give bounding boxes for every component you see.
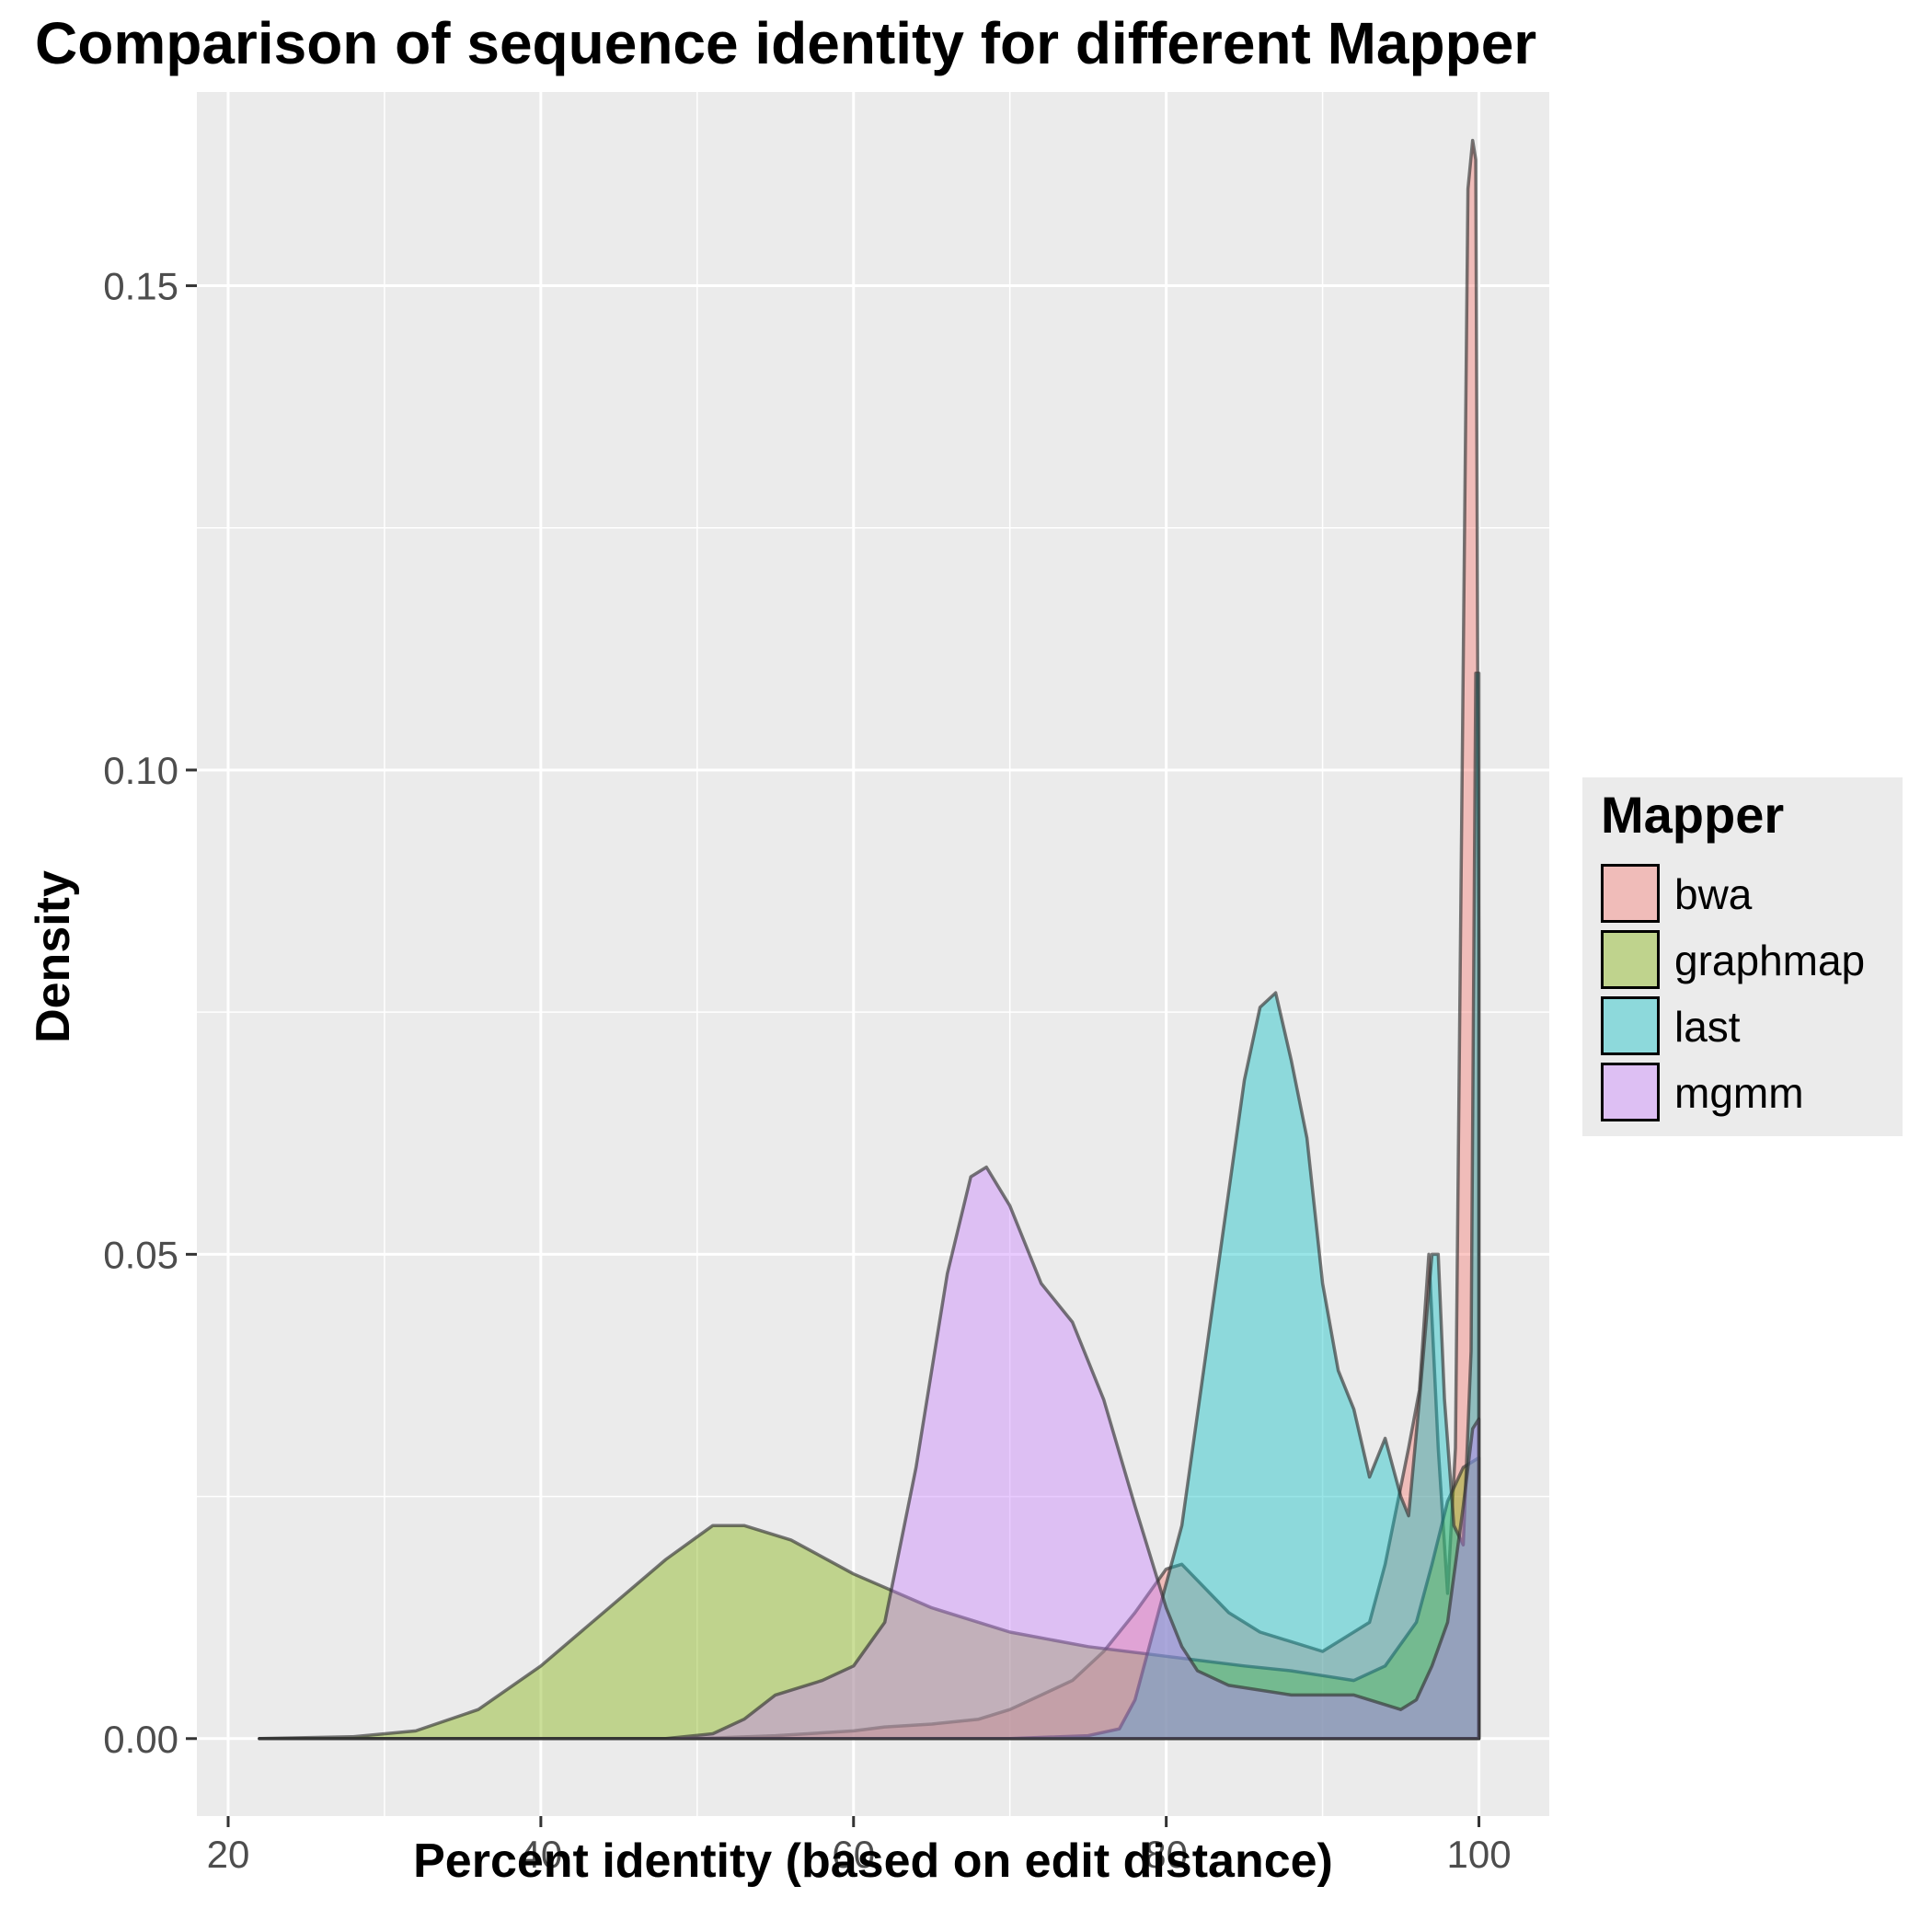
- legend-key-last: [1601, 996, 1660, 1055]
- legend-label-bwa: bwa: [1674, 870, 1753, 918]
- density-area-bwa: [258, 138, 1481, 1741]
- x-axis-label: Percent identity (based on edit distance…: [413, 1834, 1333, 1888]
- x-tick-label: 60: [832, 1833, 875, 1876]
- legend-title: Mapper: [1601, 786, 1785, 844]
- legend-item-last: last: [1601, 995, 1895, 1061]
- legend-label-mgmm: mgmm: [1674, 1069, 1804, 1117]
- legend: Mapper bwa graphmap last mgmm: [1582, 777, 1903, 1136]
- legend-item-graphmap: graphmap: [1601, 928, 1895, 995]
- y-axis-label: Density: [27, 870, 80, 1043]
- x-tick-label: 80: [1144, 1833, 1188, 1876]
- x-tick-label: 100: [1446, 1833, 1511, 1876]
- chart-title: Comparison of sequence identity for diff…: [35, 10, 1537, 76]
- density-area-last: [258, 671, 1481, 1741]
- y-tick-label: 0.05: [103, 1233, 178, 1276]
- legend-item-mgmm: mgmm: [1601, 1061, 1895, 1127]
- legend-key-bwa: [1601, 864, 1660, 923]
- density-area-graphmap: [258, 1455, 1481, 1741]
- legend-label-graphmap: graphmap: [1674, 937, 1866, 984]
- legend-key-graphmap: [1601, 930, 1660, 989]
- y-tick-label: 0.15: [103, 265, 178, 308]
- density-areas: [258, 138, 1481, 1741]
- density-area-mgmm: [258, 1165, 1481, 1741]
- grid-lines: [197, 92, 1549, 1816]
- plot-panel: [197, 92, 1549, 1816]
- legend-label-last: last: [1674, 1003, 1741, 1051]
- y-tick-label: 0.10: [103, 749, 178, 792]
- legend-key-mgmm: [1601, 1063, 1660, 1121]
- x-tick-label: 20: [207, 1833, 250, 1876]
- legend-item-bwa: bwa: [1601, 862, 1895, 928]
- x-tick-label: 40: [520, 1833, 563, 1876]
- y-tick-label: 0.00: [103, 1718, 178, 1761]
- axes: 20 40 60 80 100 0.00 0.05 0.10 0.15: [103, 265, 1511, 1876]
